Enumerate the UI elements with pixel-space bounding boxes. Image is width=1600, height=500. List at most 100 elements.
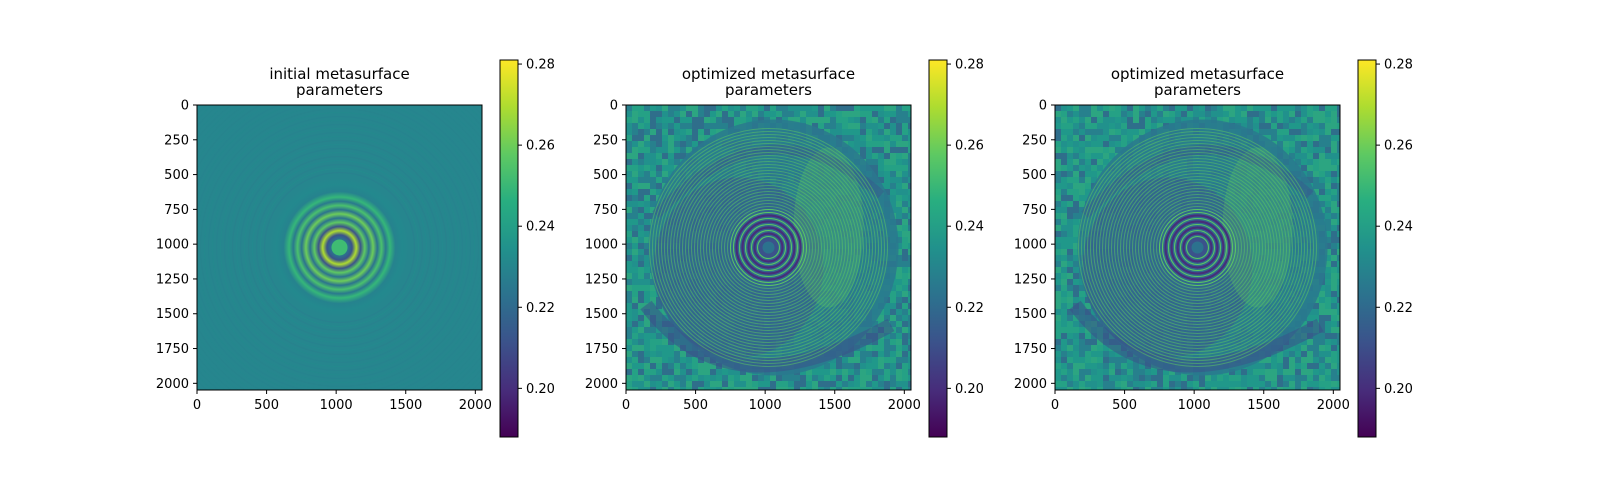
heatmap-cell — [632, 243, 638, 249]
heatmap-cell — [632, 183, 638, 189]
heatmap-cell — [1109, 153, 1115, 159]
heatmap-cell — [1061, 171, 1067, 177]
heatmap-cell — [1115, 147, 1121, 153]
heatmap-cell — [1301, 147, 1307, 153]
heatmap-cell — [908, 249, 911, 255]
heatmap-cell — [1337, 285, 1340, 291]
heatmap-cell — [1127, 387, 1133, 390]
heatmap-cell — [812, 117, 818, 123]
heatmap-cell — [1079, 357, 1085, 363]
heatmap-cell — [692, 369, 698, 375]
heatmap-cell — [1091, 351, 1097, 357]
heatmap-cell — [770, 105, 776, 111]
heatmap-cell — [1313, 345, 1319, 351]
heatmap-cell — [908, 315, 911, 321]
heatmap-cell — [908, 321, 911, 327]
heatmap-cell — [1115, 375, 1121, 381]
heatmap-cell — [674, 129, 680, 135]
heatmap-cell — [1121, 369, 1127, 375]
heatmap-cell — [722, 387, 728, 390]
heatmap-cell — [728, 375, 734, 381]
heatmap-cell — [1079, 207, 1085, 213]
heatmap-ring — [717, 196, 820, 299]
heatmap-cell — [1175, 111, 1181, 117]
heatmap-cell — [1109, 351, 1115, 357]
heatmap-cell — [674, 123, 680, 129]
heatmap-cell — [1121, 135, 1127, 141]
heatmap-cell — [1193, 381, 1199, 387]
heatmap-cell — [1073, 273, 1079, 279]
panel-1: 0 500 1000 1500 2000025050075010001250150017… — [156, 58, 555, 438]
heatmap-cell — [734, 375, 740, 381]
heatmap-cell — [872, 345, 878, 351]
heatmap-ring — [672, 151, 865, 344]
heatmap-cell — [1139, 123, 1145, 129]
heatmap-cell — [896, 177, 902, 183]
heatmap-cell — [746, 111, 752, 117]
heatmap-cell — [644, 105, 650, 111]
heatmap-cell — [668, 165, 674, 171]
heatmap-cell — [896, 129, 902, 135]
heatmap-cell — [800, 111, 806, 117]
heatmap-cell — [860, 375, 866, 381]
heatmap-ring — [684, 163, 853, 332]
heatmap-cell — [1325, 327, 1331, 333]
heatmap-cell — [860, 111, 866, 117]
heatmap-cell — [1325, 225, 1331, 231]
heatmap-cell — [626, 315, 632, 321]
heatmap-cell — [1259, 129, 1265, 135]
heatmap-cell — [902, 237, 908, 243]
heatmap-cell — [896, 213, 902, 219]
heatmap-ring — [1131, 181, 1264, 314]
heatmap-cell — [704, 387, 710, 390]
heatmap-cell — [674, 117, 680, 123]
heatmap-cell — [884, 315, 890, 321]
heatmap-cell — [650, 159, 656, 165]
heatmap-cell — [902, 165, 908, 171]
heatmap-cell — [1055, 357, 1061, 363]
x-tick-label: 0 — [1051, 398, 1059, 413]
heatmap-cell — [740, 369, 746, 375]
heatmap-cell — [644, 213, 650, 219]
heatmap-cell — [1085, 339, 1091, 345]
heatmap-cell — [1079, 159, 1085, 165]
heatmap-cell — [1085, 387, 1091, 390]
heatmap-cell — [860, 123, 866, 129]
heatmap-cell — [1337, 363, 1340, 369]
heatmap-cell — [650, 345, 656, 351]
heatmap-cell — [788, 381, 794, 387]
heatmap-cell — [848, 369, 854, 375]
heatmap-cell — [1121, 363, 1127, 369]
heatmap-cell — [836, 117, 842, 123]
heatmap-cell — [680, 153, 686, 159]
heatmap-cell — [644, 333, 650, 339]
heatmap-cell — [824, 105, 830, 111]
heatmap-cell — [674, 345, 680, 351]
heatmap-cell — [764, 381, 770, 387]
heatmap-cell — [710, 129, 716, 135]
heatmap-ring — [1128, 178, 1267, 317]
heatmap-cell — [1277, 129, 1283, 135]
heatmap-ring — [1143, 193, 1252, 302]
heatmap-cell — [1319, 147, 1325, 153]
heatmap-cell — [1331, 297, 1337, 303]
heatmap-cell — [734, 117, 740, 123]
heatmap-cell — [1073, 261, 1079, 267]
heatmap-cell — [686, 105, 692, 111]
colorbar-frame — [928, 59, 948, 438]
heatmap-cell — [1331, 369, 1337, 375]
heatmap-cell — [626, 141, 632, 147]
heatmap-cell — [902, 147, 908, 153]
colorbar — [1358, 60, 1376, 437]
heatmap-cell — [1055, 243, 1061, 249]
heatmap-cell — [722, 375, 728, 381]
heatmap-cell — [638, 375, 644, 381]
heatmap-cell — [1331, 345, 1337, 351]
heatmap-cell — [1085, 351, 1091, 357]
heatmap-ring — [243, 151, 436, 344]
heatmap-cell — [1253, 123, 1259, 129]
heatmap-cell — [1307, 171, 1313, 177]
heatmap-cell — [1067, 327, 1073, 333]
heatmap-cell — [1085, 165, 1091, 171]
heatmap-cell — [662, 177, 668, 183]
